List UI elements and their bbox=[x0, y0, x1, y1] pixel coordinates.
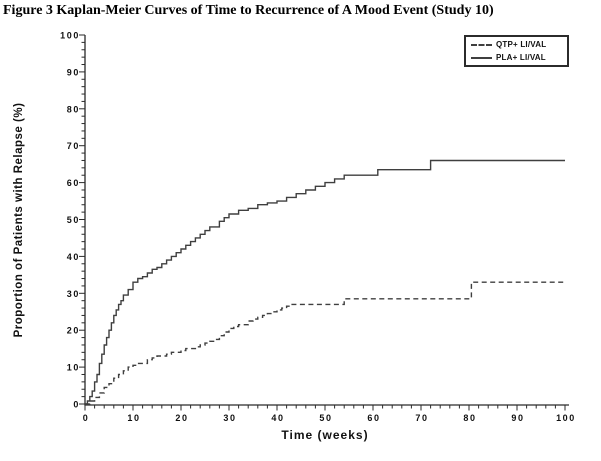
svg-text:20: 20 bbox=[67, 326, 80, 336]
svg-text:10: 10 bbox=[127, 413, 140, 423]
legend-label-qtp: QTP+ LI/VAL bbox=[496, 40, 547, 49]
x-axis-title: Time (weeks) bbox=[281, 428, 369, 442]
legend-item-pla: PLA+ LI/VAL bbox=[466, 52, 567, 63]
solid-line-sample-icon bbox=[471, 56, 492, 59]
series-line-qtp bbox=[85, 281, 565, 405]
svg-text:70: 70 bbox=[415, 413, 428, 423]
svg-text:90: 90 bbox=[511, 413, 524, 423]
svg-text:60: 60 bbox=[367, 413, 380, 423]
legend-label-pla: PLA+ LI/VAL bbox=[496, 53, 546, 62]
svg-text:40: 40 bbox=[271, 413, 284, 423]
svg-text:90: 90 bbox=[67, 67, 80, 77]
ticks bbox=[79, 34, 566, 411]
svg-text:50: 50 bbox=[67, 215, 80, 225]
legend: QTP+ LI/VAL PLA+ LI/VAL bbox=[464, 35, 569, 67]
axes bbox=[84, 35, 569, 406]
svg-text:60: 60 bbox=[67, 178, 80, 188]
svg-text:20: 20 bbox=[175, 413, 188, 423]
series-line-pla bbox=[85, 159, 565, 405]
svg-text:0: 0 bbox=[83, 413, 90, 423]
tick-labels: 0 10 20 30 40 50 60 70 80 90 100 0 10 20 30 40 50 60 70 80 9… bbox=[60, 31, 576, 424]
svg-text:10: 10 bbox=[67, 363, 80, 373]
svg-text:100: 100 bbox=[556, 413, 576, 423]
legend-item-qtp: QTP+ LI/VAL bbox=[466, 39, 567, 50]
svg-text:100: 100 bbox=[60, 31, 80, 41]
svg-text:80: 80 bbox=[67, 104, 80, 114]
svg-text:30: 30 bbox=[223, 413, 236, 423]
svg-text:30: 30 bbox=[67, 289, 80, 299]
svg-text:50: 50 bbox=[319, 413, 332, 423]
figure-title: Figure 3 Kaplan-Meier Curves of Time to … bbox=[3, 3, 494, 18]
dashed-line-sample-icon bbox=[471, 43, 492, 46]
svg-text:40: 40 bbox=[67, 252, 80, 262]
svg-text:0: 0 bbox=[73, 400, 80, 410]
svg-text:80: 80 bbox=[463, 413, 476, 423]
y-axis-title: Proportion of Patients with Relapse (%) bbox=[13, 102, 25, 338]
svg-text:70: 70 bbox=[67, 141, 80, 151]
